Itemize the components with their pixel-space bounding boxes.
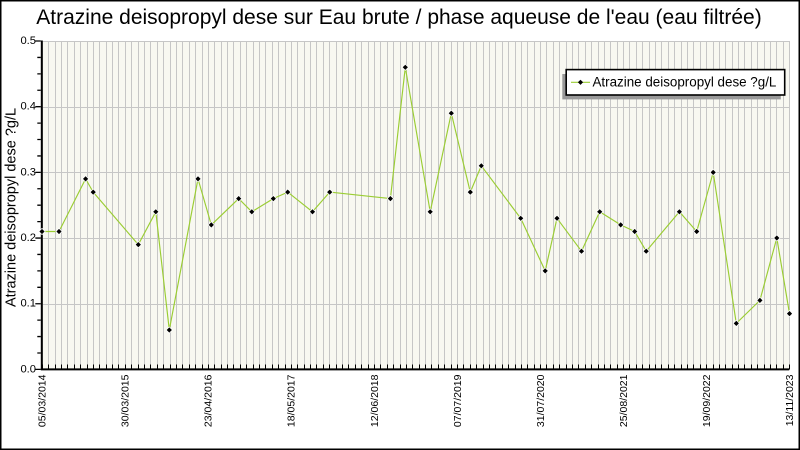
svg-text:Atrazine deisopropyl dese sur: Atrazine deisopropyl dese sur Eau brute … xyxy=(36,6,761,29)
svg-text:12/06/2018: 12/06/2018 xyxy=(369,374,381,427)
svg-text:18/05/2017: 18/05/2017 xyxy=(286,374,298,427)
svg-text:0.3: 0.3 xyxy=(20,166,36,178)
svg-text:0.5: 0.5 xyxy=(20,35,36,47)
svg-text:30/03/2015: 30/03/2015 xyxy=(120,374,132,427)
svg-text:31/07/2020: 31/07/2020 xyxy=(535,374,547,427)
svg-text:Atrazine deisopropyl dese ?g/L: Atrazine deisopropyl dese ?g/L xyxy=(4,108,20,307)
svg-text:Atrazine deisopropyl dese ?g/L: Atrazine deisopropyl dese ?g/L xyxy=(593,75,777,90)
svg-text:19/09/2022: 19/09/2022 xyxy=(701,374,713,427)
svg-text:23/04/2016: 23/04/2016 xyxy=(203,374,215,427)
svg-text:0.1: 0.1 xyxy=(20,298,36,310)
svg-text:05/03/2014: 05/03/2014 xyxy=(37,374,49,427)
svg-text:0.2: 0.2 xyxy=(20,232,36,244)
svg-text:0.4: 0.4 xyxy=(20,101,36,113)
svg-text:13/11/2023: 13/11/2023 xyxy=(784,374,796,426)
svg-text:25/08/2021: 25/08/2021 xyxy=(618,374,630,427)
svg-text:0.0: 0.0 xyxy=(20,363,36,375)
svg-text:07/07/2019: 07/07/2019 xyxy=(452,374,464,427)
